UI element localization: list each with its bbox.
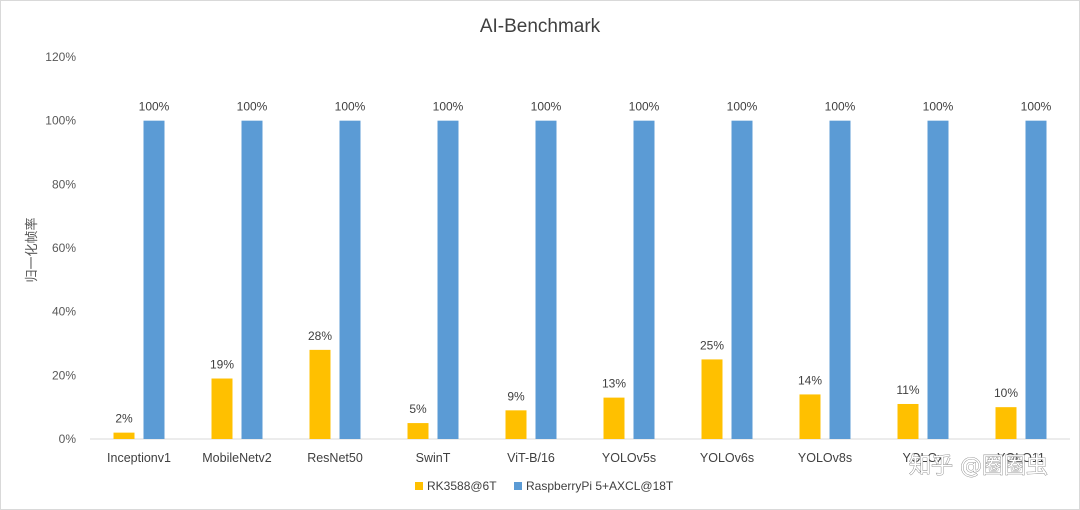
legend-swatch-raspberrypi (514, 482, 522, 490)
data-label: 100% (139, 100, 170, 114)
bar-rk3588 (407, 423, 429, 439)
y-tick-label: 40% (52, 305, 76, 319)
data-label: 100% (237, 100, 268, 114)
data-label: 13% (602, 377, 626, 391)
bar-raspberrypi (829, 120, 851, 440)
bar-rk3588 (701, 359, 723, 439)
legend-label-rk3588: RK3588@6T (427, 479, 497, 493)
bar-raspberrypi (633, 120, 655, 440)
bar-raspberrypi (143, 120, 165, 440)
y-tick-label: 0% (59, 432, 77, 446)
legend: RK3588@6T RaspberryPi 5+AXCL@18T (415, 479, 674, 493)
x-category-label: YOLOv8s (798, 451, 852, 465)
y-tick-label: 80% (52, 177, 76, 191)
y-tick-label: 20% (52, 368, 76, 382)
x-category-label: YOLOx (903, 451, 945, 465)
data-label: 100% (433, 100, 464, 114)
bar-raspberrypi (535, 120, 557, 440)
watermark-text: 知乎 @圈圈虫 (909, 454, 1048, 479)
bar-raspberrypi (731, 120, 753, 440)
data-label: 2% (115, 412, 133, 426)
x-category-label: Inceptionv1 (107, 451, 171, 465)
data-label: 19% (210, 358, 234, 372)
bar-rk3588 (603, 397, 625, 439)
legend-label-raspberrypi: RaspberryPi 5+AXCL@18T (526, 479, 674, 493)
x-category-label: ResNet50 (307, 451, 363, 465)
data-label: 9% (507, 389, 525, 403)
y-tick-label: 120% (45, 50, 76, 64)
x-category-label: ViT-B/16 (507, 451, 555, 465)
bar-rk3588 (995, 407, 1017, 439)
bar-rk3588 (505, 410, 527, 439)
x-category-label: YOLO11 (997, 451, 1045, 465)
data-label: 14% (798, 373, 822, 387)
bar-rk3588 (799, 394, 821, 439)
data-label: 100% (629, 100, 660, 114)
y-tick-label: 60% (52, 241, 76, 255)
bar-raspberrypi (927, 120, 949, 440)
data-label: 100% (1021, 100, 1052, 114)
bar-raspberrypi (1025, 120, 1047, 440)
x-category-label: MobileNetv2 (202, 451, 272, 465)
data-label: 100% (727, 100, 758, 114)
data-label: 100% (531, 100, 562, 114)
bar-raspberrypi (437, 120, 459, 440)
data-label: 5% (409, 402, 427, 416)
chart-title: AI-Benchmark (480, 16, 601, 37)
y-tick-label: 100% (45, 114, 76, 128)
data-label: 10% (994, 386, 1018, 400)
bar-rk3588 (211, 378, 233, 439)
y-axis-label: 归一化帧率 (24, 217, 39, 282)
data-label: 100% (923, 100, 954, 114)
bar-raspberrypi (241, 120, 263, 440)
data-label: 100% (825, 100, 856, 114)
x-category-label: SwinT (416, 451, 451, 465)
bar-rk3588 (113, 432, 135, 439)
legend-swatch-rk3588 (415, 482, 423, 490)
x-category-label: YOLOv5s (602, 451, 656, 465)
data-label: 100% (335, 100, 366, 114)
data-label: 28% (308, 329, 332, 343)
data-label: 11% (896, 383, 919, 397)
bar-rk3588 (897, 403, 919, 439)
bar-raspberrypi (339, 120, 361, 440)
data-label: 25% (700, 338, 724, 352)
x-category-label: YOLOv6s (700, 451, 754, 465)
bar-rk3588 (309, 349, 331, 439)
